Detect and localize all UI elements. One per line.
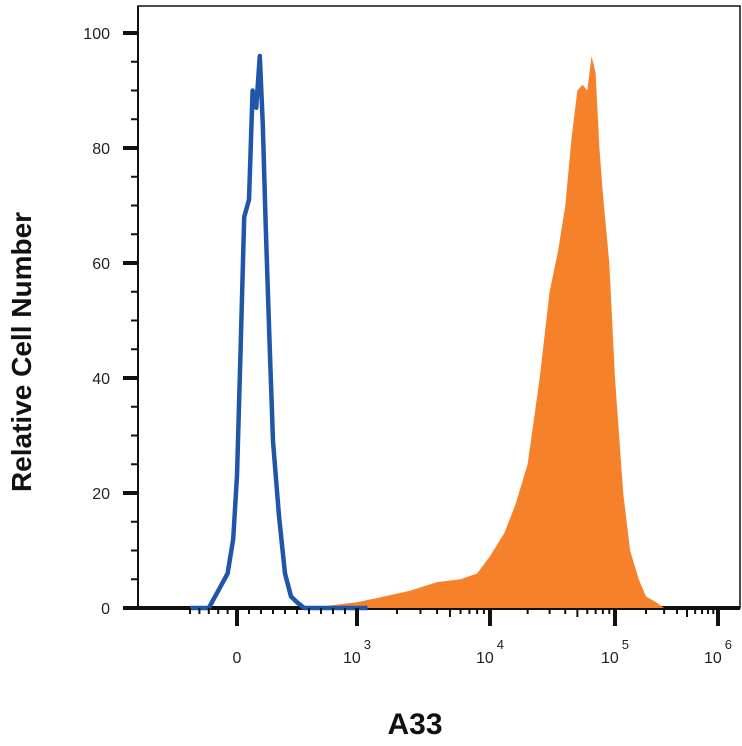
- x-axis-ticks: [189, 608, 720, 626]
- y-tick-label: 100: [83, 26, 110, 43]
- y-axis-ticks: 0 20 40 60 80 100: [83, 26, 138, 618]
- x-tick-label-base: 10: [601, 650, 619, 667]
- x-tick-label-base: 0: [233, 650, 242, 667]
- x-axis-title: A33: [387, 708, 442, 741]
- y-tick-label: 20: [92, 486, 110, 503]
- y-tick-label: 60: [92, 256, 110, 273]
- plot-frame: [124, 5, 741, 610]
- series-layer: [190, 53, 718, 611]
- x-tick-label-exponent: 5: [622, 637, 629, 652]
- y-tick-label: 0: [101, 601, 110, 618]
- x-tick-label: 0: [233, 650, 242, 667]
- x-tick-label: 105: [601, 637, 629, 667]
- x-tick-label: 104: [476, 637, 504, 667]
- x-tick-label-exponent: 4: [497, 637, 504, 652]
- x-tick-label-base: 10: [343, 650, 361, 667]
- x-tick-label-base: 10: [704, 650, 722, 667]
- y-axis-title: Relative Cell Number: [6, 212, 37, 492]
- outline-histogram: [190, 53, 368, 611]
- x-tick-label: 103: [343, 637, 371, 667]
- filled-histogram: [190, 56, 718, 608]
- y-tick-label: 80: [92, 141, 110, 158]
- x-tick-label-exponent: 3: [364, 637, 371, 652]
- x-tick-label-exponent: 6: [725, 637, 732, 652]
- x-tick-label-base: 10: [476, 650, 494, 667]
- plot-border: [137, 5, 741, 609]
- x-tick-label: 106: [704, 637, 732, 667]
- y-tick-label: 40: [92, 371, 110, 388]
